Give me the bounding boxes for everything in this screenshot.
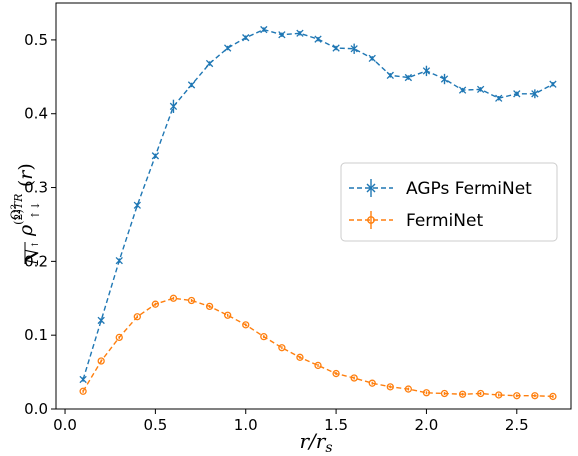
data-point	[404, 385, 413, 393]
data-point	[296, 353, 304, 361]
legend-label-ferminet: FermiNet	[406, 211, 483, 231]
data-point	[97, 316, 105, 325]
data-point	[531, 392, 539, 400]
legend-entry-agps-ferminet: AGPs FermiNet	[349, 179, 532, 199]
data-point	[242, 34, 250, 42]
data-point	[224, 311, 232, 319]
data-point	[169, 102, 178, 111]
data-point	[278, 344, 286, 352]
data-point	[187, 296, 196, 305]
y-tick-label: 0.1	[24, 326, 48, 344]
y-axis-label: Ω² N↑ ρ(2)TR ↑↓(r)	[9, 163, 43, 266]
legend-marker-agps-ferminet	[366, 183, 376, 193]
data-point	[476, 85, 485, 94]
data-point	[368, 379, 376, 387]
y-tick-label: 0.0	[24, 400, 48, 418]
data-point	[187, 81, 196, 89]
svg-text:ρ(2)TR↑↓(r): ρ(2)TR ↑↓(r)	[12, 163, 42, 237]
data-point	[79, 375, 87, 384]
data-point	[549, 392, 557, 401]
data-point	[332, 44, 340, 52]
legend-marker-ferminet	[367, 216, 375, 224]
x-tick-label: 1.0	[234, 416, 258, 434]
data-point	[97, 357, 105, 365]
svg-text:N↑: N↑	[21, 241, 43, 266]
y-tick-label: 0.5	[24, 31, 48, 49]
data-point	[260, 25, 268, 34]
legend-label-agps-ferminet: AGPs FermiNet	[406, 179, 532, 199]
data-point	[224, 44, 232, 52]
data-point	[422, 389, 431, 397]
x-tick-label: 0.5	[143, 416, 167, 434]
data-point	[133, 313, 141, 321]
data-point	[404, 73, 413, 82]
x-tick-label: 2.5	[505, 416, 529, 434]
data-point	[242, 321, 250, 329]
svg-text:Ω²: Ω²	[9, 204, 24, 220]
x-tick-label: 0.0	[53, 416, 77, 434]
y-tick-label: 0.3	[24, 179, 48, 197]
data-point	[151, 300, 160, 308]
data-point	[350, 374, 358, 382]
data-point	[476, 389, 485, 398]
data-point	[115, 333, 123, 342]
data-point	[332, 369, 340, 378]
x-tick-label: 2.0	[415, 416, 439, 434]
series-agps-ferminet	[79, 25, 557, 384]
data-point	[260, 333, 268, 341]
data-point	[151, 152, 160, 160]
data-point	[458, 390, 467, 398]
data-point	[278, 31, 286, 39]
data-point	[350, 45, 358, 53]
legend: AGPs FermiNet FermiNet	[340, 162, 558, 242]
data-point	[440, 75, 449, 83]
data-point	[495, 94, 503, 102]
data-point	[205, 302, 214, 311]
data-point	[422, 67, 431, 75]
data-point	[79, 387, 87, 395]
data-point	[368, 54, 376, 63]
data-point	[440, 389, 449, 398]
data-point	[296, 29, 304, 37]
data-point	[513, 392, 521, 400]
x-axis-ticks: 0.0 0.5 1.0 1.5 2.0 2.5	[53, 409, 529, 434]
plot-frame	[55, 2, 572, 410]
data-point	[133, 201, 141, 209]
data-point	[314, 35, 322, 43]
data-point	[495, 391, 503, 399]
data-point	[169, 294, 178, 302]
data-point	[386, 71, 394, 80]
y-tick-label: 0.2	[24, 252, 48, 270]
data-point	[549, 80, 557, 88]
series-ferminet	[79, 294, 557, 401]
data-point	[115, 256, 123, 265]
y-tick-label: 0.4	[24, 105, 48, 123]
plot-series	[79, 25, 557, 401]
data-point	[531, 90, 539, 98]
data-point	[314, 361, 322, 370]
legend-entry-ferminet: FermiNet	[349, 211, 483, 231]
data-point	[205, 59, 214, 68]
series-line-ferminet	[82, 297, 553, 398]
y-axis-ticks: 0.0 0.1 0.2 0.3 0.4 0.5	[24, 31, 56, 418]
legend-box	[340, 162, 558, 242]
data-point	[386, 383, 394, 391]
data-point	[458, 86, 467, 94]
x-tick-label: 1.5	[324, 416, 348, 434]
data-point	[513, 90, 521, 98]
